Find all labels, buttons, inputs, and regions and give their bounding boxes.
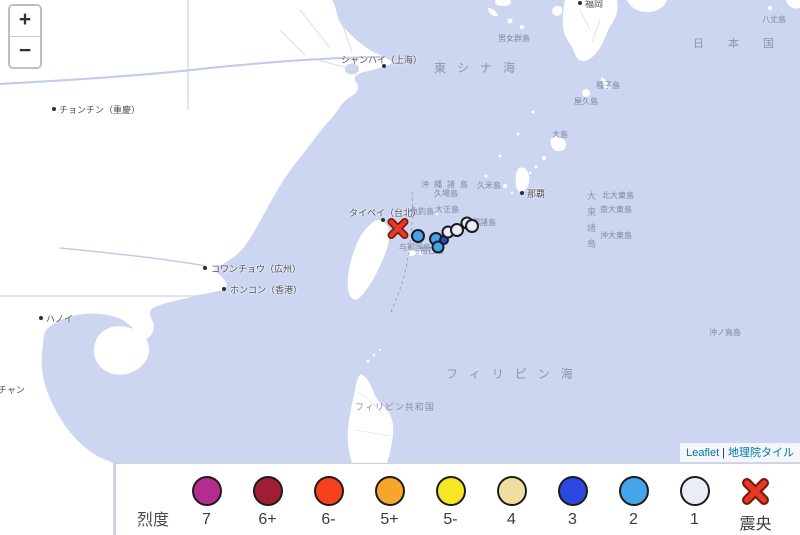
intensity-color-swatch [191,476,222,506]
legend-item-intensity-6-: 6- [298,464,359,534]
maritime-boundary-dashed [390,191,414,313]
intensity-color-swatch [618,476,649,506]
legend-item-intensity-1: 1 [664,464,725,534]
legend-item-label: 1 [690,511,699,528]
legend-items: 7 6+ 6- 5+ 5- 4 3 2 1 震央 [176,464,786,534]
island-amami [550,136,567,152]
attribution-bar: Leaflet | 地理院タイル [680,443,800,462]
legend-item-label: 6- [321,511,336,528]
island-tanegashima [600,77,610,90]
river-yangtze [0,56,384,85]
zoom-control: + − [8,4,42,69]
zoom-in-button[interactable]: + [10,6,40,37]
river-pearl [59,247,207,267]
island-hainan [93,326,150,375]
intensity-color-swatch [557,476,588,506]
island-luzon [347,374,394,463]
leaflet-link[interactable]: Leaflet [686,447,720,459]
island-taiwan [347,220,390,300]
intensity-legend: 烈度 7 6+ 6- 5+ 5- 4 3 2 1 震央 [115,463,800,535]
attribution-separator: | [722,447,725,459]
landmass-china-vietnam [0,0,391,535]
legend-item-label: 5+ [380,511,399,528]
legend-item-label: 2 [629,511,638,528]
island-okinawa [515,167,530,193]
tile-provider-link[interactable]: 地理院タイル [728,447,794,459]
legend-item-label: 7 [202,511,211,528]
legend-item-intensity-2: 2 [603,464,664,534]
intensity-1-marker[interactable] [465,219,479,233]
island-shikoku [627,0,667,13]
island-hachijo [768,6,772,10]
island-kyushu [562,0,618,62]
legend-item-label: 5- [443,511,458,528]
intensity-color-swatch [435,476,466,506]
intensity-color-swatch [679,476,710,506]
island-honshu-corner [786,0,800,9]
legend-item-intensity-3: 3 [542,464,603,534]
legend-item-intensity-5+: 5+ [359,464,420,534]
intensity-1-marker[interactable] [450,223,464,237]
zoom-out-button[interactable]: − [10,37,40,67]
intensity-2-marker[interactable] [411,229,425,243]
legend-item-epicenter: 震央 [725,464,786,534]
legend-item-intensity-6+: 6+ [237,464,298,534]
island-jeju [495,0,511,6]
intensity-color-swatch [496,476,527,506]
intensity-color-swatch [313,476,344,506]
island-goto [488,8,498,17]
epicenter-x-icon [742,478,769,505]
legend-item-label: 6+ [258,511,277,528]
legend-item-label: 4 [507,511,516,528]
legend-item-intensity-7: 7 [176,464,237,534]
island-yakushima [582,89,590,97]
intensity-color-swatch [252,476,283,506]
legend-item-label: 3 [568,511,577,528]
island-west-kyushu [552,5,563,16]
legend-item-label: 震央 [739,516,772,533]
legend-title: 烈度 [136,512,169,529]
island-ishigaki [418,250,424,256]
legend-item-intensity-5-: 5- [420,464,481,534]
intensity-color-swatch [374,476,405,506]
legend-item-intensity-4: 4 [481,464,542,534]
epicenter-x-marker[interactable] [387,218,409,244]
island-kume [503,184,507,188]
island-iriomote [408,249,416,257]
